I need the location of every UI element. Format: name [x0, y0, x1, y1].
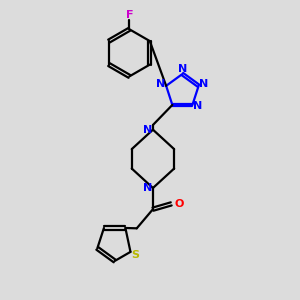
Text: N: N — [156, 80, 166, 89]
Text: N: N — [143, 183, 153, 193]
Text: N: N — [193, 101, 203, 111]
Text: O: O — [175, 199, 184, 209]
Text: N: N — [199, 80, 208, 89]
Text: F: F — [126, 10, 133, 20]
Text: N: N — [143, 125, 153, 135]
Text: S: S — [131, 250, 139, 260]
Text: N: N — [178, 64, 188, 74]
